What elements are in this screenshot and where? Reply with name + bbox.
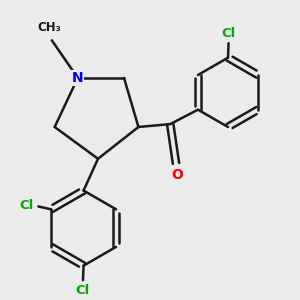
Text: Cl: Cl	[221, 27, 236, 40]
Text: O: O	[171, 168, 183, 182]
Text: CH₃: CH₃	[37, 21, 61, 34]
Text: Cl: Cl	[20, 199, 34, 212]
Text: N: N	[72, 71, 84, 85]
Text: Cl: Cl	[76, 284, 90, 297]
